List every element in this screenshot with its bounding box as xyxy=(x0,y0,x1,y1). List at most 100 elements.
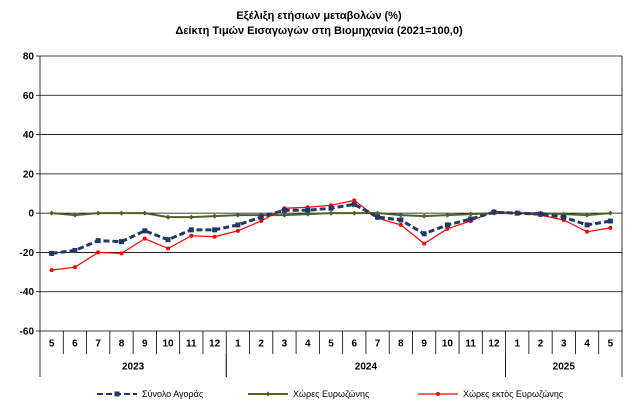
x-tick-label: 5 xyxy=(328,339,334,350)
data-point xyxy=(468,216,474,222)
data-point xyxy=(166,246,171,251)
data-point xyxy=(375,210,381,216)
data-point xyxy=(584,222,590,228)
data-point xyxy=(514,210,520,216)
data-point xyxy=(235,228,240,233)
data-point xyxy=(165,214,171,220)
data-point xyxy=(72,212,78,218)
x-tick-label: 9 xyxy=(421,339,427,350)
data-point xyxy=(72,265,77,270)
data-point xyxy=(444,222,450,228)
legend-label: Χώρες Ευρωζώνης xyxy=(293,389,370,399)
year-label: 2023 xyxy=(122,362,145,373)
data-point xyxy=(444,212,450,218)
data-point xyxy=(328,205,334,211)
data-point xyxy=(118,210,124,216)
y-tick-label: 20 xyxy=(23,169,35,180)
legend-label: Σύνολο Αγοράς xyxy=(142,389,204,399)
grid xyxy=(40,55,623,332)
data-point xyxy=(189,233,194,238)
x-tick-label: 11 xyxy=(465,339,476,350)
data-point xyxy=(259,219,264,223)
data-point xyxy=(445,226,450,231)
data-point xyxy=(584,212,590,218)
x-tick-label: 4 xyxy=(584,339,590,350)
x-tick-label: 11 xyxy=(186,339,197,350)
data-point xyxy=(281,207,287,213)
data-point xyxy=(72,247,78,253)
x-tick-label: 1 xyxy=(235,339,241,350)
x-tick-label: 6 xyxy=(351,339,357,350)
y-tick-label: -40 xyxy=(20,287,35,298)
data-point xyxy=(114,391,120,397)
data-point xyxy=(422,241,427,246)
x-tick-label: 8 xyxy=(398,339,404,350)
data-point xyxy=(95,238,101,244)
y-tick-label: 60 xyxy=(23,91,35,102)
data-point xyxy=(142,236,147,241)
x-tick-label: 3 xyxy=(561,339,567,350)
data-point xyxy=(305,207,311,213)
data-point xyxy=(212,227,218,233)
data-point xyxy=(436,392,440,396)
data-point xyxy=(538,211,544,217)
series-0 xyxy=(49,201,613,256)
data-point xyxy=(188,227,194,233)
data-point xyxy=(118,239,124,245)
x-tick-label: 2 xyxy=(538,339,544,350)
data-point xyxy=(96,250,101,255)
data-point xyxy=(265,391,271,397)
x-tick-label: 12 xyxy=(209,339,221,350)
data-point xyxy=(49,210,55,216)
data-point xyxy=(212,213,218,219)
x-tick-label: 7 xyxy=(375,339,381,350)
data-point xyxy=(188,214,194,220)
data-point xyxy=(398,217,404,223)
x-tick-label: 5 xyxy=(608,339,614,350)
legend-label: Χώρες εκτός Ευρωζώνης xyxy=(463,389,564,399)
data-point xyxy=(561,214,567,220)
data-point xyxy=(305,211,311,217)
year-label: 2025 xyxy=(553,362,576,373)
data-point xyxy=(281,212,287,218)
x-tick-label: 4 xyxy=(305,339,311,350)
data-point xyxy=(49,268,54,273)
x-tick-label: 10 xyxy=(162,339,174,350)
data-point xyxy=(49,250,55,256)
data-point xyxy=(142,228,148,234)
data-point xyxy=(95,210,101,216)
data-point xyxy=(375,214,381,220)
x-tick-label: 6 xyxy=(72,339,78,350)
x-tick-label: 2 xyxy=(258,339,264,350)
data-point xyxy=(421,231,427,237)
x-tick-label: 5 xyxy=(49,339,55,350)
data-point xyxy=(212,234,217,239)
data-point xyxy=(328,210,334,216)
data-point xyxy=(398,212,404,218)
x-tick-label: 8 xyxy=(119,339,125,350)
y-tick-label: -60 xyxy=(20,327,35,338)
chart-title: Εξέλιξη ετήσιων μεταβολών (%) xyxy=(236,10,402,22)
year-label: 2024 xyxy=(355,362,378,373)
data-point xyxy=(165,237,171,243)
data-point xyxy=(258,214,264,220)
data-point xyxy=(352,198,357,203)
y-axis: -60 -40 -20 0 20 40 60 80 xyxy=(20,52,41,338)
data-point xyxy=(235,212,241,218)
y-tick-label: 80 xyxy=(23,52,35,63)
series-group xyxy=(49,198,613,273)
x-tick-label: 9 xyxy=(142,339,148,350)
data-point xyxy=(398,222,403,227)
chart-subtitle: Δείκτη Τιμών Εισαγωγών στη Βιομηχανία (2… xyxy=(175,25,463,37)
x-tick-label: 7 xyxy=(95,339,101,350)
data-point xyxy=(142,210,148,216)
y-tick-label: 40 xyxy=(23,130,35,141)
x-tick-label: 12 xyxy=(488,339,500,350)
data-point xyxy=(351,210,357,216)
x-tick-label: 1 xyxy=(514,339,520,350)
data-point xyxy=(421,213,427,219)
x-tick-label: 10 xyxy=(442,339,454,350)
data-point xyxy=(235,222,241,228)
